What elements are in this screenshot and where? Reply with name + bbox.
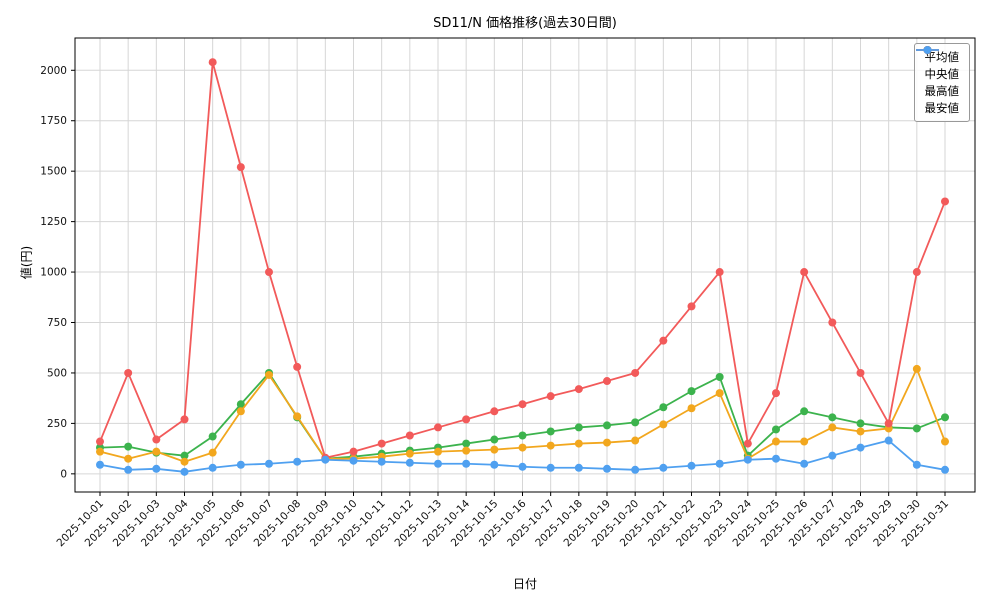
svg-text:1250: 1250 xyxy=(40,216,67,228)
legend-marker-icon xyxy=(915,46,939,54)
svg-text:1500: 1500 xyxy=(40,166,67,178)
legend-item: 最高値 xyxy=(915,46,960,98)
legend-item: 中央値 xyxy=(915,46,960,81)
legend-label: 中央値 xyxy=(924,67,960,81)
x-axis-label: 日付 xyxy=(512,577,537,591)
chart-title: SD11/N 価格推移(過去30日間) xyxy=(433,16,617,31)
svg-text:250: 250 xyxy=(47,418,67,430)
svg-text:1750: 1750 xyxy=(40,115,67,127)
y-axis-label: 値(円) xyxy=(19,245,34,280)
legend-label: 平均値 xyxy=(924,50,960,64)
svg-text:1000: 1000 xyxy=(40,267,67,279)
svg-text:2000: 2000 xyxy=(40,65,67,77)
legend-item: 最安値 xyxy=(915,46,960,115)
svg-text:0: 0 xyxy=(60,468,67,480)
legend: 平均値中央値最高値最安値 xyxy=(913,43,970,122)
svg-text:750: 750 xyxy=(47,317,67,329)
legend-label: 最安値 xyxy=(924,101,960,115)
legend-label: 最高値 xyxy=(924,84,960,98)
svg-text:500: 500 xyxy=(47,367,67,379)
